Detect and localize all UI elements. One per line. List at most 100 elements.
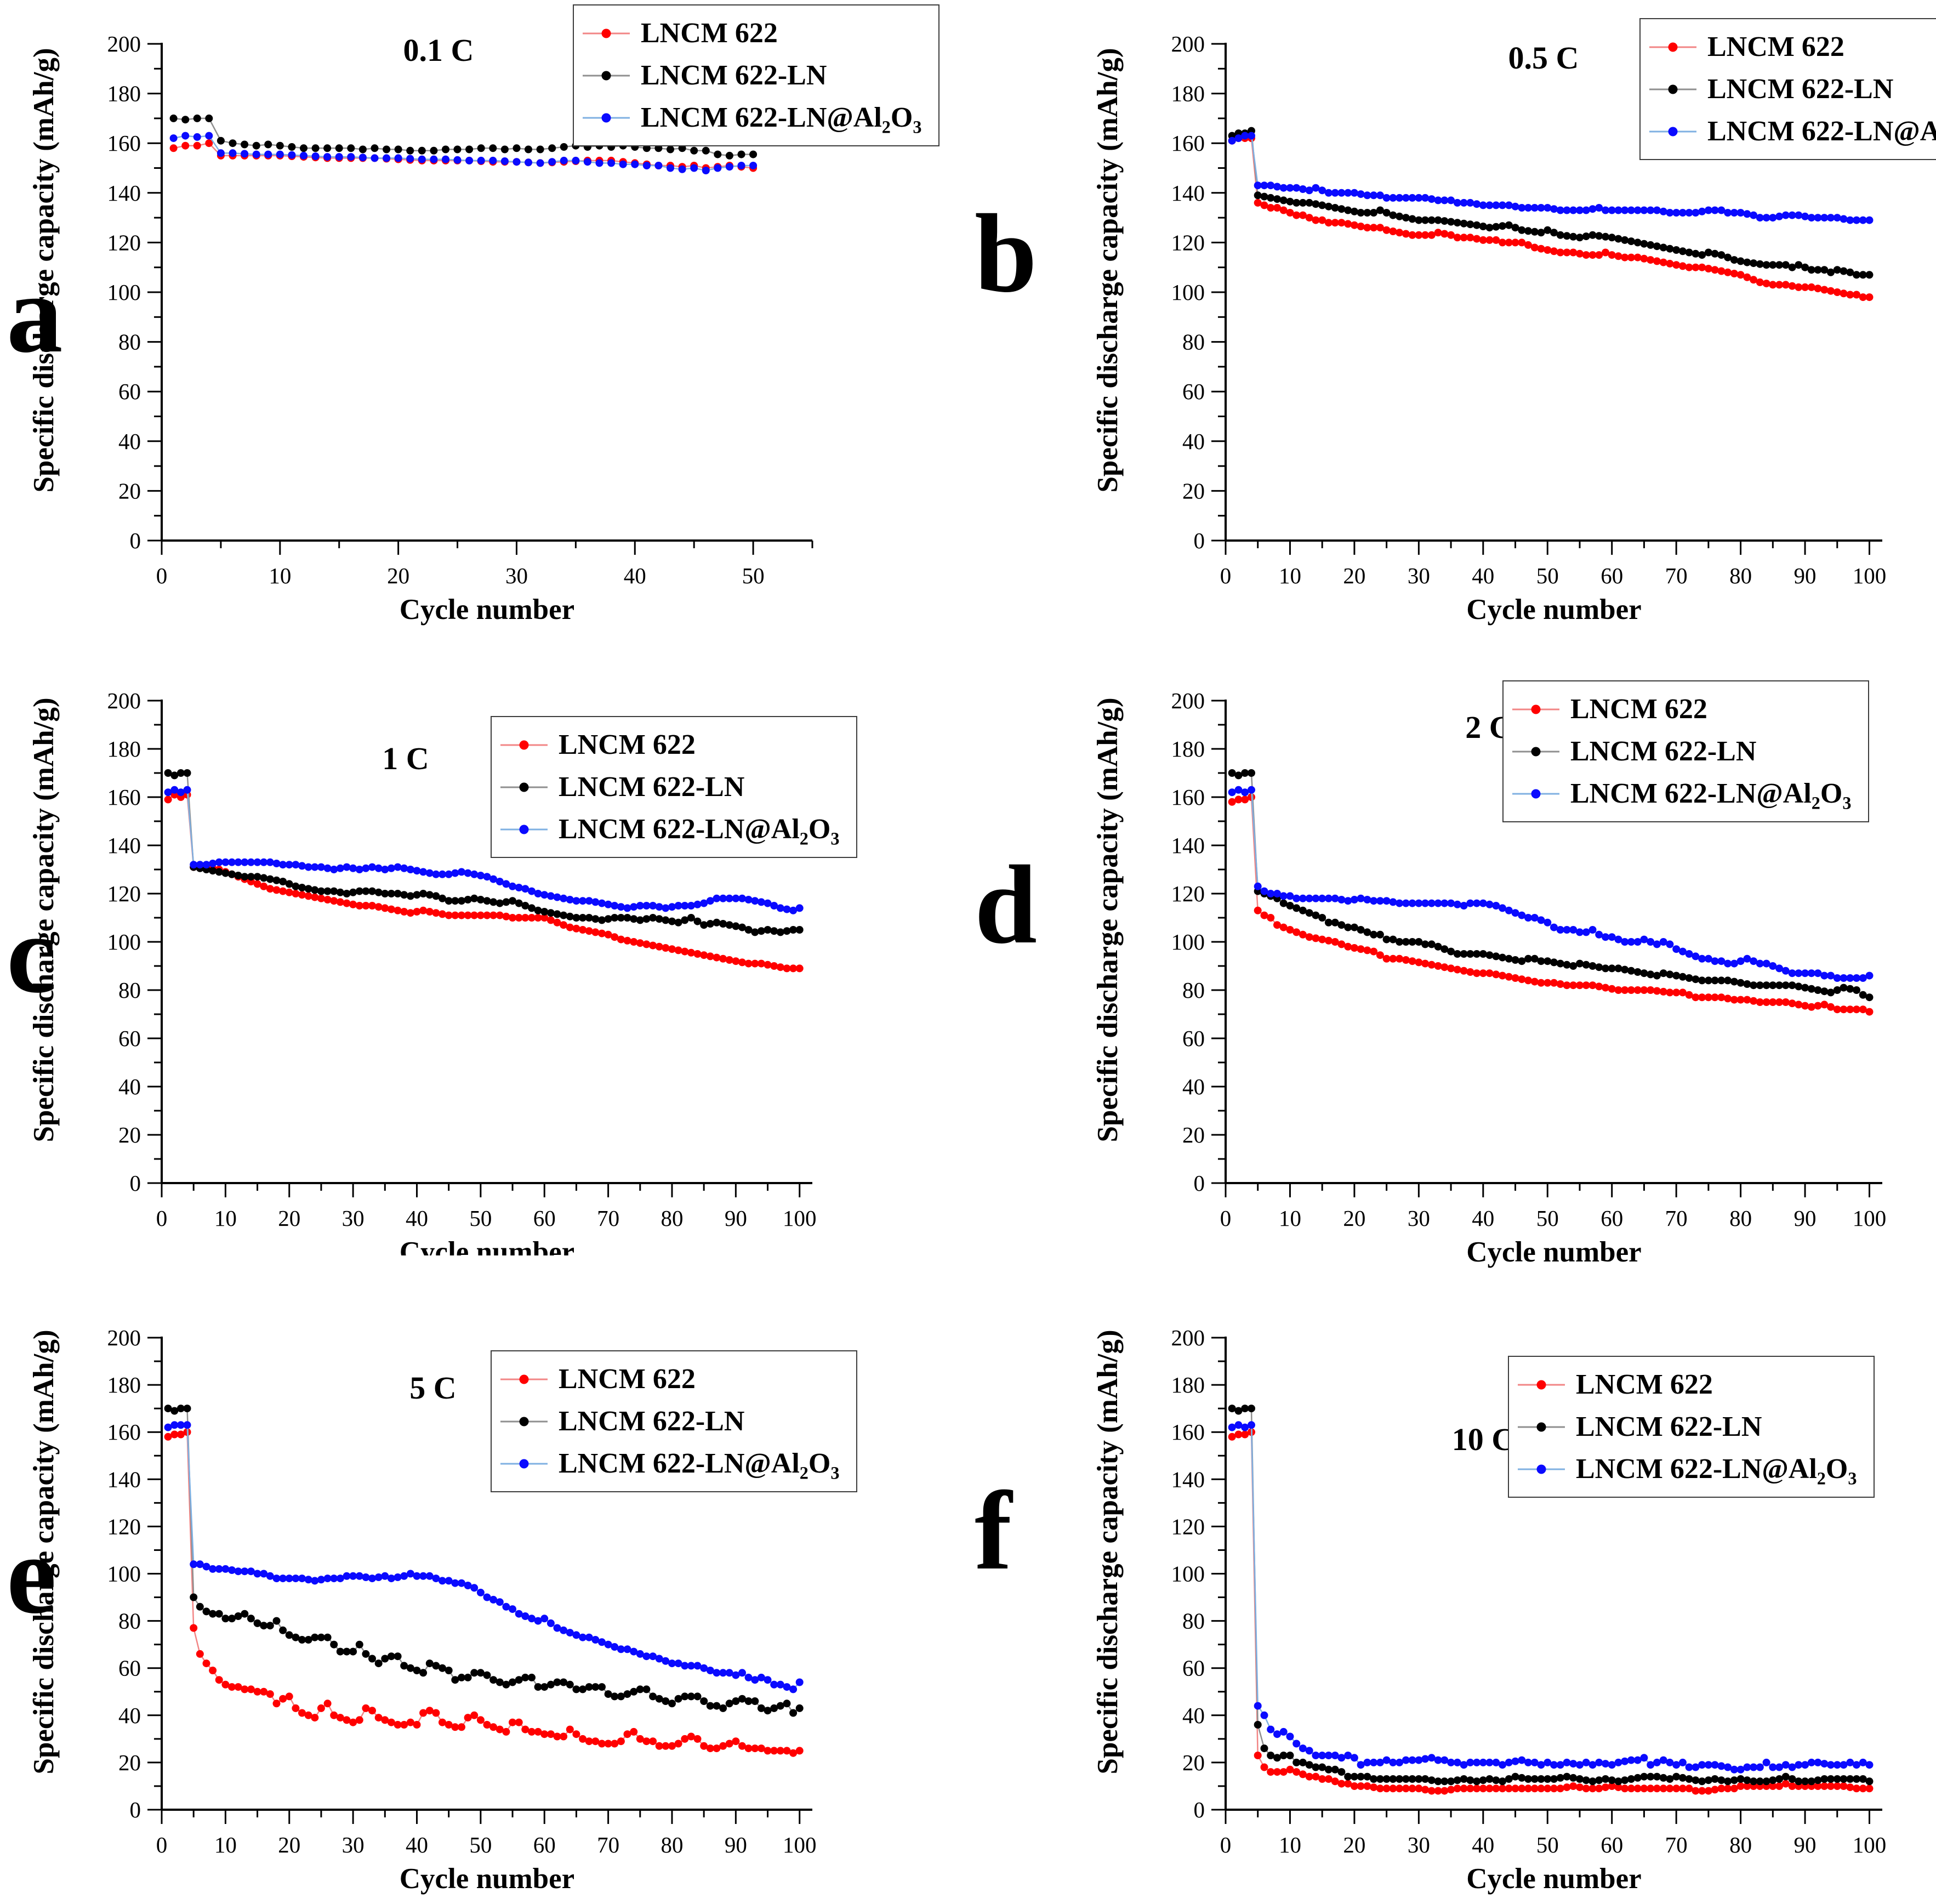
data-point xyxy=(1279,184,1288,192)
data-point xyxy=(1260,1711,1268,1719)
data-point xyxy=(476,896,485,903)
data-point xyxy=(285,1692,293,1701)
data-point xyxy=(1556,248,1564,257)
data-point xyxy=(1427,899,1436,907)
data-point xyxy=(725,151,733,160)
data-point xyxy=(1640,1784,1648,1793)
data-point xyxy=(1678,262,1687,270)
data-point xyxy=(304,1636,312,1644)
series-0 xyxy=(1228,134,1874,302)
data-point xyxy=(1337,189,1346,197)
data-point xyxy=(598,899,606,907)
data-point xyxy=(1666,259,1674,268)
x-tick-label: 0 xyxy=(156,1832,168,1857)
data-point xyxy=(355,866,363,873)
y-tick-label: 180 xyxy=(1171,1372,1205,1397)
data-point xyxy=(264,150,272,158)
data-point xyxy=(1563,206,1571,214)
data-point xyxy=(1492,201,1500,209)
data-point xyxy=(560,1732,568,1741)
data-point xyxy=(674,946,682,954)
data-point xyxy=(413,867,421,875)
data-point xyxy=(1530,977,1539,986)
data-point xyxy=(418,155,426,163)
data-point xyxy=(311,1577,319,1585)
y-tick-label: 180 xyxy=(107,736,141,761)
data-point xyxy=(1518,1784,1526,1793)
data-point xyxy=(1717,1776,1726,1784)
data-point xyxy=(1602,232,1609,241)
data-point xyxy=(1292,904,1301,912)
data-point xyxy=(502,898,510,906)
data-point xyxy=(1518,226,1526,234)
data-point xyxy=(655,1695,663,1703)
data-point xyxy=(279,1575,287,1583)
data-point xyxy=(1415,1784,1423,1793)
data-point xyxy=(1762,1758,1770,1766)
data-point xyxy=(1756,214,1764,222)
panel-d: d 2 C Specific discharge capacity (mAh/g… xyxy=(968,635,1936,1277)
legend-marker-icon xyxy=(500,781,548,794)
data-point xyxy=(1704,206,1712,214)
data-point xyxy=(1350,189,1358,197)
data-point xyxy=(1447,231,1455,239)
data-point xyxy=(1524,204,1532,212)
data-point xyxy=(483,873,491,881)
data-point xyxy=(400,1721,408,1729)
data-point xyxy=(368,863,376,871)
data-point xyxy=(1807,1777,1815,1786)
data-point xyxy=(1659,1756,1667,1764)
data-point xyxy=(1685,991,1693,999)
panel-letter: e xyxy=(7,1513,56,1637)
data-point xyxy=(636,1685,644,1693)
data-point xyxy=(1788,1775,1796,1783)
ticks xyxy=(1211,43,1871,555)
data-point xyxy=(1846,1758,1854,1766)
data-point xyxy=(413,1667,421,1674)
data-point xyxy=(1672,1772,1681,1781)
data-point xyxy=(374,1573,383,1581)
x-tick-label: 10 xyxy=(1279,1206,1301,1231)
data-point xyxy=(1505,906,1513,914)
data-point xyxy=(215,1565,223,1573)
data-point xyxy=(1370,930,1378,939)
data-point xyxy=(1621,206,1629,214)
data-point xyxy=(1396,194,1404,202)
data-point xyxy=(719,1704,727,1712)
data-point xyxy=(700,951,708,959)
data-point xyxy=(789,1685,798,1693)
data-point xyxy=(1582,251,1590,259)
data-point xyxy=(1485,969,1494,977)
legend-item-label: LNCM 622-LN xyxy=(559,771,745,803)
data-point xyxy=(1544,1775,1552,1783)
data-point xyxy=(1678,247,1687,255)
data-point xyxy=(700,1697,708,1705)
data-point xyxy=(572,897,580,905)
data-point xyxy=(1286,1752,1294,1759)
data-point xyxy=(1312,184,1320,192)
data-point xyxy=(1337,1754,1346,1762)
data-point xyxy=(1434,1787,1442,1795)
data-point xyxy=(579,926,587,934)
legend-item-label: LNCM 622 xyxy=(641,18,778,49)
data-point xyxy=(1750,1777,1758,1786)
ticks xyxy=(147,700,801,1197)
data-point xyxy=(292,1633,300,1641)
data-point xyxy=(1331,1777,1339,1786)
data-point xyxy=(1736,1782,1745,1790)
data-point xyxy=(311,1633,319,1641)
data-point xyxy=(1479,201,1487,209)
data-point xyxy=(1305,1747,1313,1755)
data-point xyxy=(1563,960,1571,969)
data-point xyxy=(209,1565,217,1573)
data-point xyxy=(536,145,544,154)
data-point xyxy=(1460,1784,1468,1793)
data-point xyxy=(1530,1758,1539,1766)
y-tick-label: 60 xyxy=(1182,1026,1205,1051)
data-point xyxy=(413,1721,421,1729)
data-point xyxy=(795,1704,804,1712)
data-point xyxy=(1396,899,1404,907)
data-point xyxy=(1827,268,1835,276)
x-tick-label: 60 xyxy=(533,1206,556,1231)
